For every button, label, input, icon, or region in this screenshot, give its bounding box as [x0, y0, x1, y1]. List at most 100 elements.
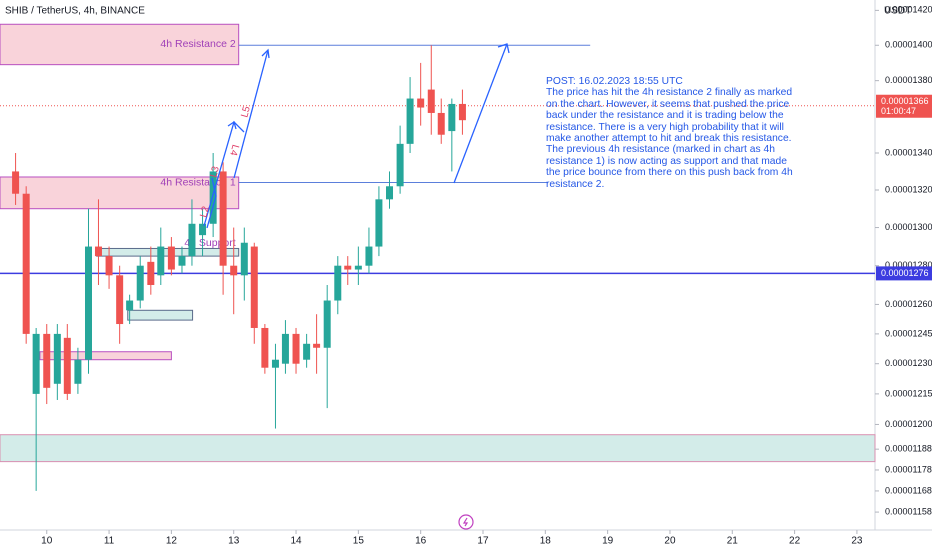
wave-label: L2 [198, 205, 212, 219]
candle-body [458, 103, 466, 121]
x-tick-label: 11 [104, 536, 115, 547]
candle-body [199, 223, 207, 236]
x-tick-label: 15 [353, 536, 365, 547]
candle-body [209, 171, 217, 224]
y-tick-label: 0.00001158 [885, 506, 932, 516]
x-tick-label: 10 [41, 536, 53, 547]
candle-body [147, 261, 155, 285]
candle-body [167, 246, 175, 270]
x-tick-label: 16 [415, 536, 427, 547]
zone [96, 247, 240, 257]
candle-body [344, 265, 352, 270]
y-tick-label: 0.00001188 [885, 444, 932, 454]
candle-body [136, 265, 144, 301]
post-body: The price has hit the 4h resistance 2 fi… [546, 87, 793, 190]
candle-body [396, 143, 404, 187]
x-tick-label: 20 [664, 536, 676, 547]
y-tick-label: 0.00001215 [885, 388, 932, 398]
last-price-label: 0.00001366 [881, 96, 929, 106]
candle-body [354, 265, 362, 270]
candle-body [188, 223, 196, 257]
candle-body [303, 343, 311, 360]
y-tick-label: 0.00001200 [885, 419, 932, 429]
wave-label: L5 [239, 105, 253, 119]
arrow [206, 177, 217, 229]
candle-body [437, 112, 445, 135]
zone [127, 309, 194, 321]
candle-body [406, 98, 414, 144]
post-title: POST: 16.02.2023 18:55 UTC [546, 76, 683, 87]
candle-body [365, 246, 373, 266]
candle-body [178, 256, 186, 266]
x-tick-label: 22 [789, 536, 801, 547]
candle-body [53, 333, 61, 384]
chart-title: SHIB / TetherUS, 4h, BINANCE [5, 6, 145, 17]
zone [0, 176, 240, 210]
candle-body [230, 265, 238, 276]
x-tick-label: 23 [851, 536, 863, 547]
candle-body [323, 300, 331, 348]
candle-body [105, 256, 113, 276]
icon [458, 514, 474, 530]
candle-body [126, 300, 134, 311]
y-tick-label: 0.00001380 [885, 75, 932, 85]
y-tick-label: 0.00001420 [885, 5, 932, 15]
y-tick-label: 0.00001280 [885, 260, 932, 270]
candle-body [375, 199, 383, 247]
candle-body [22, 193, 30, 334]
candle-body [261, 327, 269, 368]
y-tick-label: 0.00001340 [885, 147, 932, 157]
hline-tag [876, 266, 932, 281]
candle-body [281, 333, 289, 364]
candle-body [74, 359, 82, 384]
candle-body [334, 265, 342, 301]
y-tick-label: 0.00001168 [885, 485, 932, 495]
x-tick-label: 14 [290, 536, 302, 547]
drawings: L5 L4 L3 L2 [198, 43, 510, 229]
y-tick-label: 0.00001400 [885, 40, 932, 50]
x-tick-label: 13 [228, 536, 240, 547]
x-tick-label: 21 [727, 536, 739, 547]
countdown-label: 01:00:47 [881, 106, 916, 116]
zone-label: 4h Resistance 2 [160, 38, 235, 50]
post-note: POST: 16.02.2023 18:55 UTC The price has… [546, 76, 801, 190]
zone [0, 23, 240, 66]
candle-body [448, 103, 456, 132]
x-tick-label: 12 [166, 536, 178, 547]
plot-layer: 4h Resistance 24h Resistance 14h Support [0, 23, 876, 491]
y-tick-label: 0.00001260 [885, 299, 932, 309]
arrow-head [497, 43, 510, 54]
y-tick-label: 0.00001320 [885, 184, 932, 194]
last-price-tag [876, 94, 932, 118]
y-tick-label: 0.00001178 [885, 464, 932, 474]
arrow [233, 49, 269, 179]
zone [0, 434, 876, 463]
candle-body [32, 333, 40, 394]
candle-body [84, 246, 92, 360]
zone [39, 351, 172, 361]
candle-body [240, 242, 248, 276]
candle-body [94, 246, 102, 257]
wave-label: L4 [227, 143, 241, 157]
candle-body [417, 98, 425, 108]
candle-body [12, 171, 20, 194]
arrow-head [261, 48, 270, 59]
candle-body [116, 275, 124, 325]
candle-body [250, 246, 258, 328]
candle-body [427, 89, 435, 113]
arrow-head [227, 120, 237, 130]
candle-body [386, 186, 394, 200]
x-tick-label: 18 [540, 536, 552, 547]
candle-body [271, 359, 279, 368]
candle-body [313, 343, 321, 348]
x-tick-label: 19 [602, 536, 614, 547]
x-tick-label: 17 [477, 536, 489, 547]
arrow [453, 43, 508, 184]
hline-label: 0.00001276 [881, 268, 929, 278]
candle-body [219, 171, 227, 266]
y-tick-label: 0.00001300 [885, 222, 932, 232]
candle-body [63, 337, 71, 394]
wave-label: L3 [208, 165, 222, 179]
candle-body [157, 246, 165, 276]
